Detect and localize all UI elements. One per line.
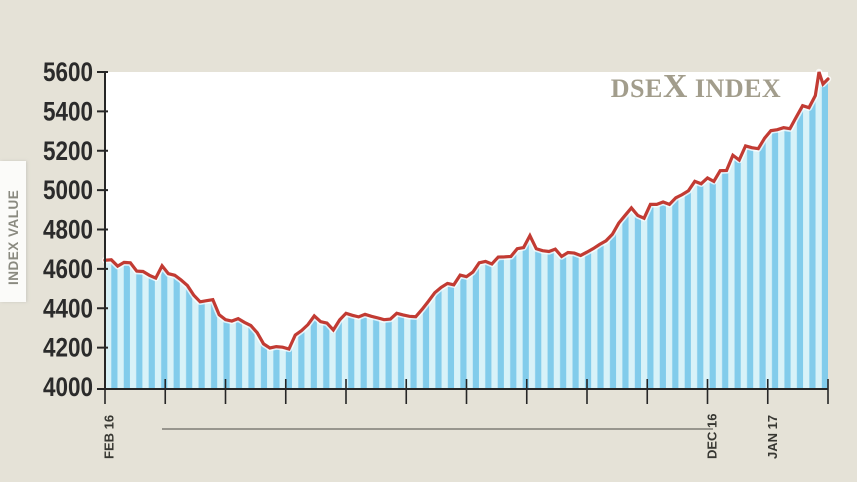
svg-text:FEB 16: FEB 16 bbox=[102, 415, 117, 459]
svg-text:4400: 4400 bbox=[43, 293, 93, 323]
svg-text:DSEX INDEX: DSEX INDEX bbox=[611, 68, 781, 105]
svg-text:4000: 4000 bbox=[43, 372, 93, 402]
svg-text:5200: 5200 bbox=[43, 136, 93, 166]
svg-text:5600: 5600 bbox=[43, 57, 93, 87]
svg-text:JAN 17: JAN 17 bbox=[765, 415, 780, 459]
svg-text:4600: 4600 bbox=[43, 254, 93, 284]
svg-text:4800: 4800 bbox=[43, 215, 93, 245]
svg-text:5400: 5400 bbox=[43, 96, 93, 126]
svg-text:DEC 16: DEC 16 bbox=[705, 413, 720, 459]
svg-text:4200: 4200 bbox=[43, 333, 93, 363]
svg-text:INDEX VALUE: INDEX VALUE bbox=[6, 190, 21, 285]
svg-text:5000: 5000 bbox=[43, 175, 93, 205]
